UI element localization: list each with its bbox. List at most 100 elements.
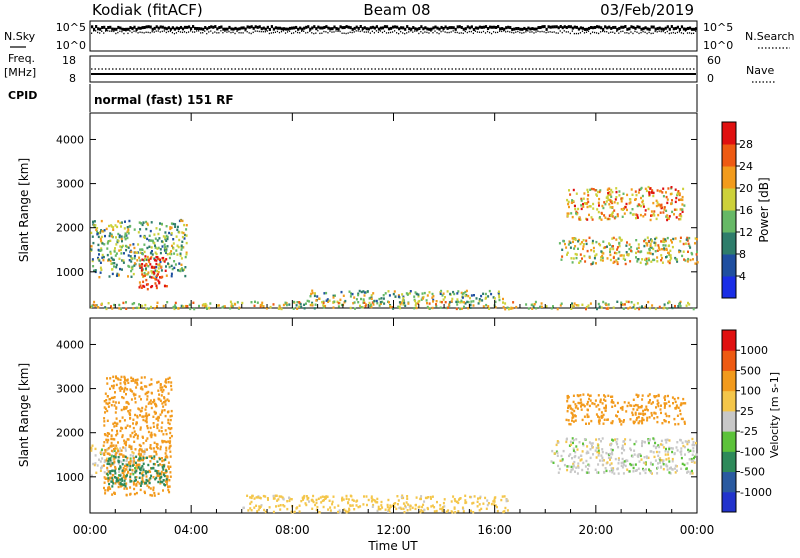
velocity-echo-cell	[102, 444, 105, 447]
noise-sky-mark	[581, 26, 585, 30]
velocity-echo-cell	[356, 499, 359, 502]
power-echo-cell	[666, 307, 669, 310]
power-echo-cell	[139, 284, 142, 287]
power-echo-cell	[662, 211, 665, 214]
power-echo-cell	[110, 262, 113, 265]
power-echo-cell	[587, 304, 590, 307]
velocity-echo-cell	[323, 499, 325, 502]
velocity-echo-cell	[136, 414, 139, 418]
velocity-echo-cell	[611, 471, 614, 474]
velocity-y-tick-label: 2000	[56, 427, 84, 440]
velocity-echo-cell	[575, 405, 578, 408]
cpid-label: CPID	[8, 89, 37, 102]
power-echo-cell	[111, 307, 114, 310]
noise-sky-mark	[93, 27, 96, 31]
power-echo-cell	[165, 285, 168, 288]
velocity-echo-cell	[167, 488, 170, 492]
velocity-echo-cell	[115, 383, 118, 387]
velocity-echo-cell	[421, 505, 424, 509]
velocity-echo-cell	[149, 444, 152, 447]
velocity-echo-cell	[620, 464, 623, 467]
power-echo-cell	[575, 192, 578, 195]
velocity-echo-cell	[603, 394, 605, 397]
velocity-echo-cell	[302, 498, 304, 501]
velocity-echo-cell	[632, 463, 635, 467]
velocity-echo-cell	[605, 404, 607, 407]
power-echo-cell	[579, 218, 582, 221]
power-echo-cell	[426, 294, 429, 297]
velocity-echo-cell	[149, 434, 152, 437]
velocity-echo-cell	[138, 482, 141, 485]
velocity-echo-cell	[493, 498, 496, 502]
date-title: 03/Feb/2019	[600, 1, 694, 19]
velocity-echo-cell	[105, 457, 108, 460]
velocity-echo-cell	[642, 467, 644, 471]
power-echo-cell	[675, 258, 678, 261]
power-echo-cell	[616, 261, 619, 264]
velocity-echo-cell	[629, 447, 632, 450]
power-echo-cell	[575, 304, 578, 307]
velocity-echo-cell	[635, 440, 638, 443]
noise-search-mark	[410, 30, 412, 32]
velocity-echo-cell	[686, 442, 689, 446]
noise-search-mark	[311, 32, 313, 34]
velocity-echo-cell	[644, 412, 647, 416]
velocity-echo-cell	[636, 404, 639, 407]
noise-search-mark	[339, 30, 341, 33]
noise-sky-mark	[307, 25, 310, 29]
velocity-echo-cell	[315, 501, 318, 505]
noise-sky-mark	[317, 25, 320, 29]
noise-search-mark	[591, 31, 594, 33]
velocity-echo-cell	[153, 398, 156, 402]
power-echo-cell	[545, 305, 548, 308]
velocity-echo-cell	[165, 475, 168, 478]
power-echo-cell	[369, 303, 372, 306]
power-echo-cell	[400, 301, 403, 304]
velocity-echo-cell	[647, 438, 650, 441]
velocity-echo-cell	[647, 456, 650, 459]
power-echo-cell	[148, 260, 151, 264]
velocity-echo-cell	[123, 439, 126, 442]
noise-sky-mark	[327, 26, 330, 30]
noise-search-mark	[476, 31, 479, 33]
power-echo-cell	[150, 246, 153, 249]
noise-search-mark	[587, 30, 590, 32]
velocity-echo-cell	[272, 510, 275, 514]
velocity-echo-cell	[587, 467, 589, 471]
power-echo-cell	[153, 272, 156, 275]
noise-sky-mark	[248, 25, 251, 29]
power-echo-cell	[139, 234, 142, 238]
velocity-echo-cell	[130, 376, 133, 379]
velocity-echo-cell	[121, 434, 124, 437]
noise-search-mark	[167, 30, 169, 33]
power-echo-cell	[652, 194, 655, 198]
power-echo-cell	[415, 292, 418, 296]
power-echo-cell	[650, 239, 653, 242]
noise-search-mark	[252, 31, 254, 34]
power-echo-cell	[685, 238, 688, 241]
velocity-echo-cell	[654, 459, 657, 462]
velocity-echo-cell	[161, 421, 164, 424]
power-echo-cell	[473, 294, 475, 297]
velocity-echo-cell	[690, 457, 693, 461]
velocity-echo-cell	[249, 496, 252, 499]
velocity-echo-cell	[400, 495, 403, 499]
power-echo-cell	[460, 307, 463, 310]
power-echo-cell	[678, 218, 681, 221]
velocity-echo-cell	[141, 476, 144, 480]
power-echo-cell	[612, 247, 615, 251]
velocity-echo-cell	[406, 495, 409, 498]
noise-search-mark	[218, 32, 220, 34]
velocity-echo-cell	[169, 427, 172, 431]
velocity-echo-cell	[116, 422, 119, 425]
noise-search-mark	[331, 31, 333, 33]
noise-search-mark	[141, 31, 143, 34]
power-echo-cell	[127, 275, 129, 278]
velocity-echo-cell	[426, 506, 429, 510]
noise-search-mark	[450, 31, 452, 33]
velocity-echo-cell	[165, 483, 168, 486]
power-echo-cell	[598, 305, 601, 308]
velocity-echo-cell	[609, 443, 612, 447]
velocity-echo-cell	[150, 435, 153, 439]
noise-sky-mark	[173, 27, 177, 31]
